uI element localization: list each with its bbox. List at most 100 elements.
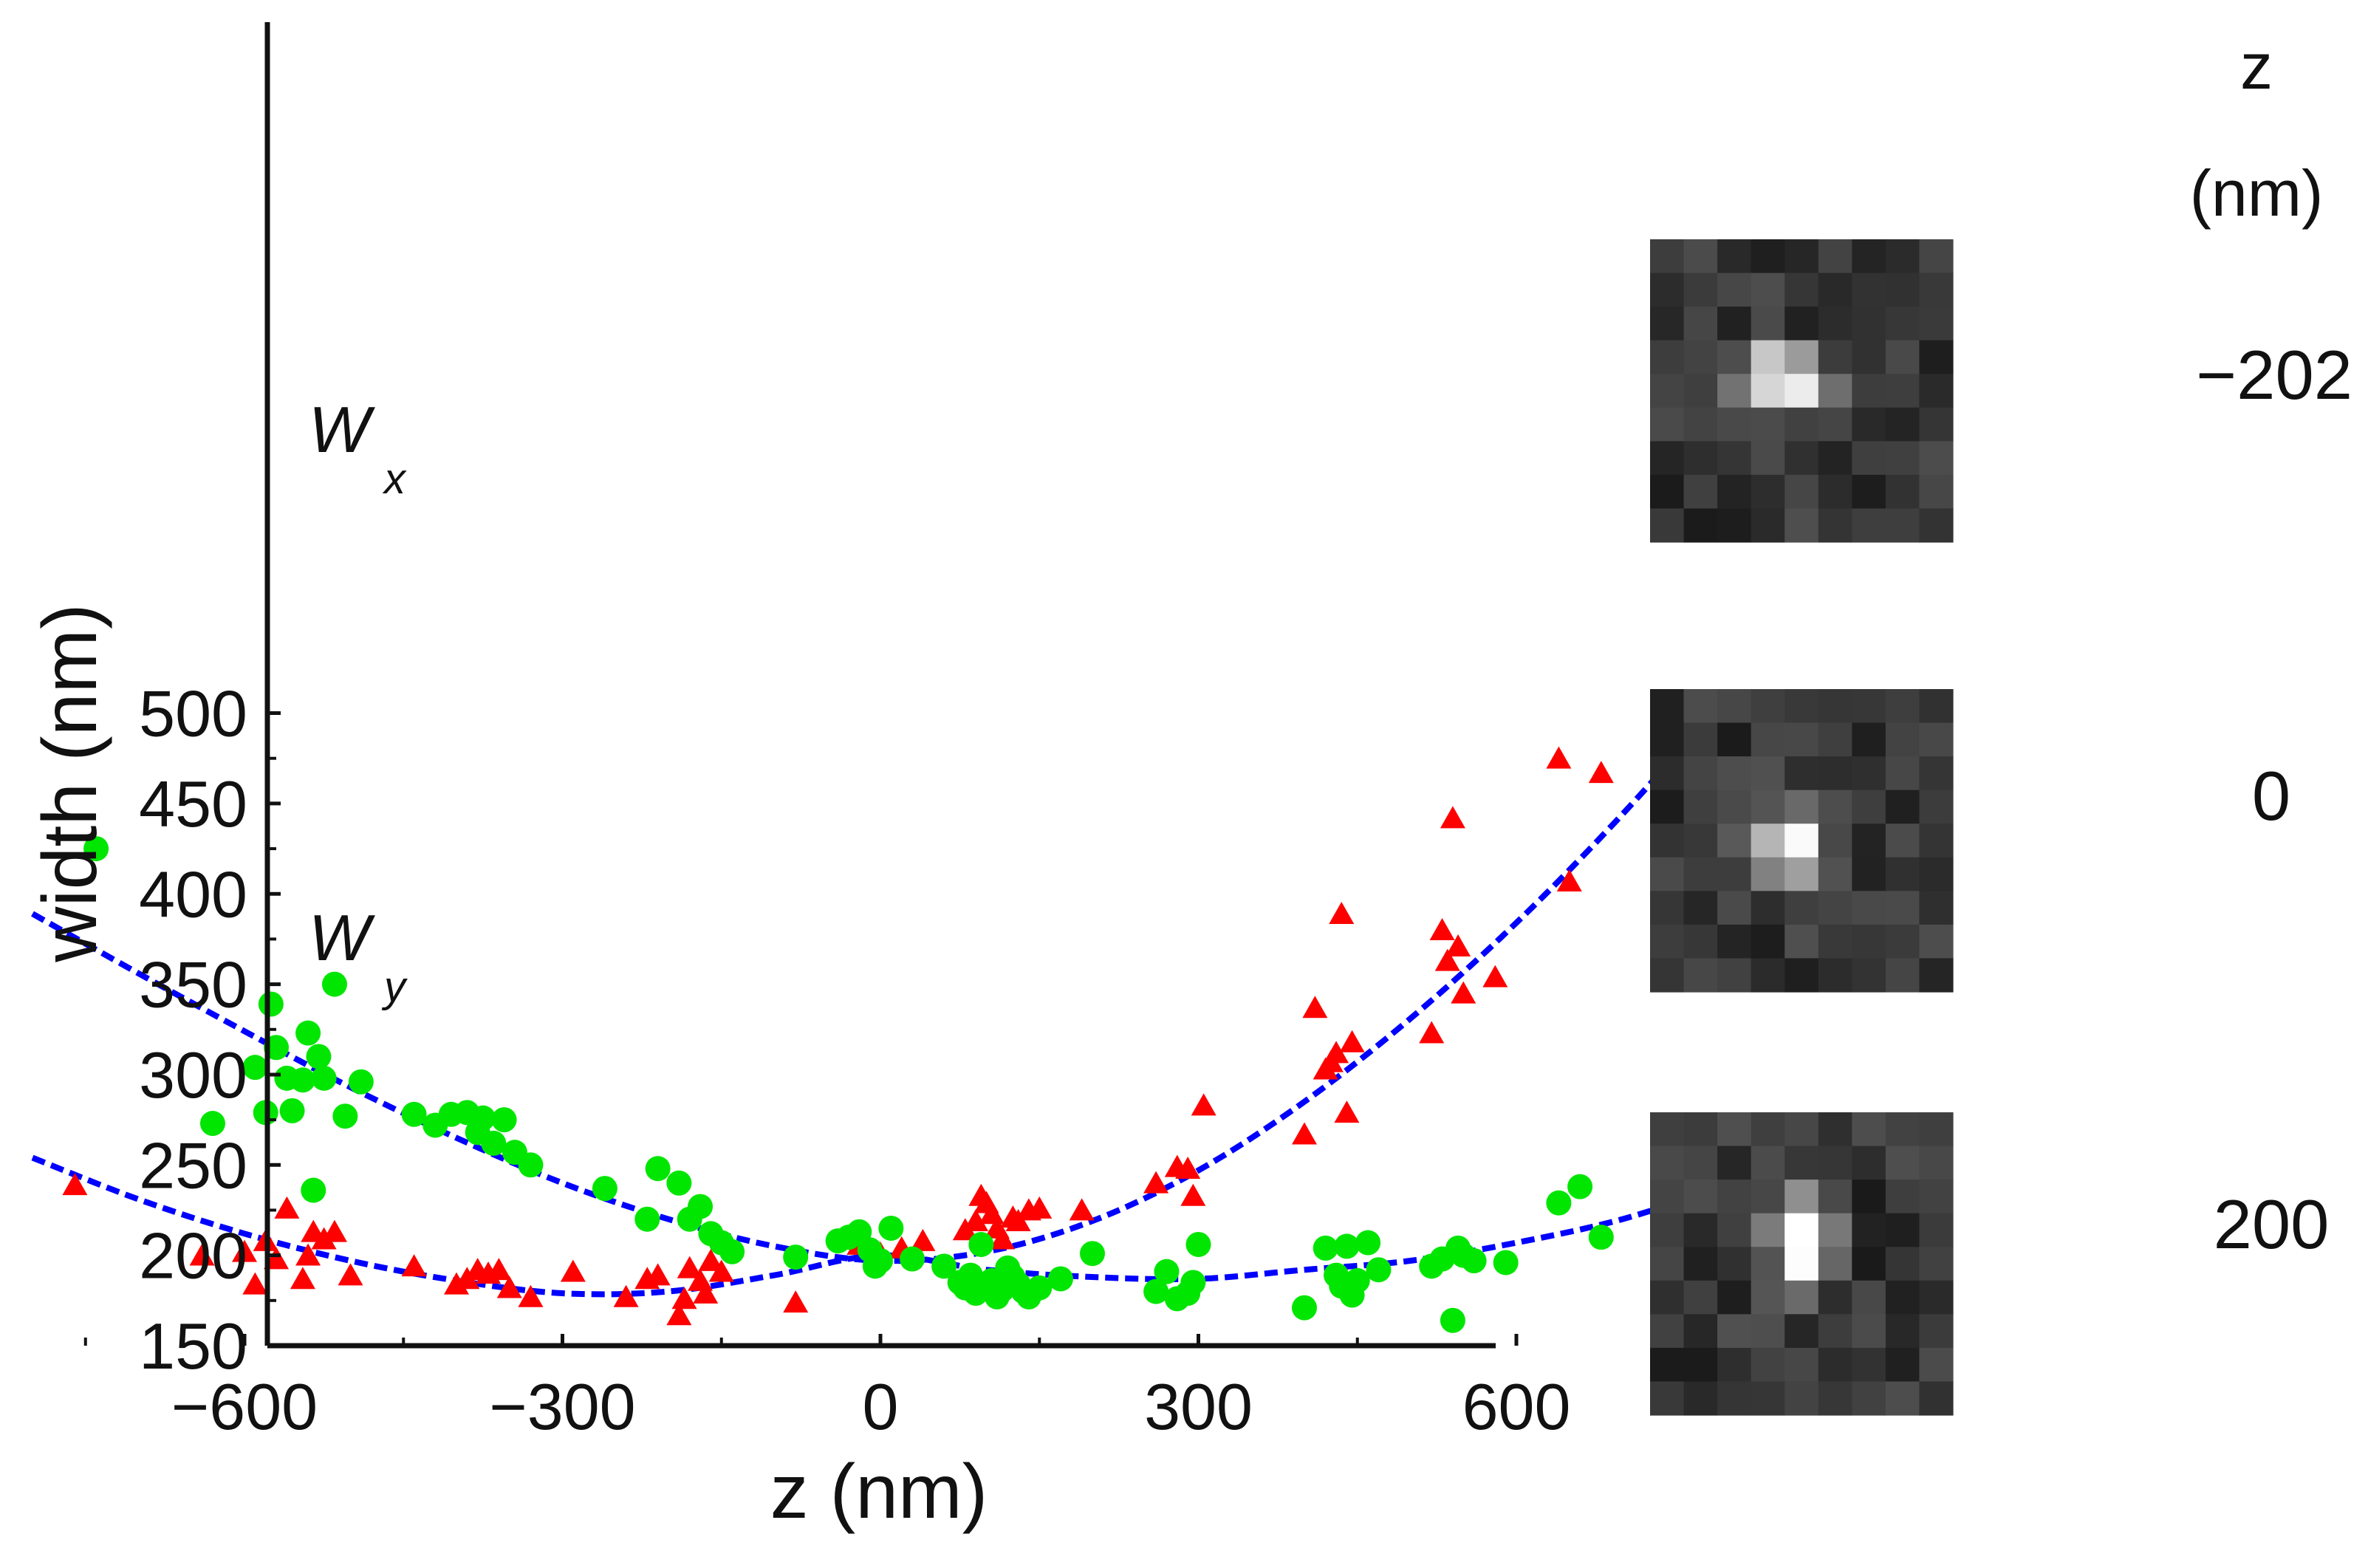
wx-data-point <box>1429 918 1455 941</box>
psf-pixel <box>1717 374 1752 408</box>
psf-pixel <box>1683 958 1718 993</box>
wx-data-point <box>295 1243 321 1266</box>
psf-pixel <box>1818 891 1852 925</box>
wy-data-point <box>1355 1230 1381 1256</box>
psf-pixel <box>1885 474 1920 510</box>
psf-pixel <box>1683 374 1718 408</box>
psf-pixel <box>1683 722 1718 757</box>
wx-data-point <box>242 1272 268 1295</box>
wy-data-point <box>1047 1266 1073 1292</box>
psf-pixel <box>1919 790 1954 824</box>
y-tick-label: 250 <box>139 1129 247 1202</box>
psf-pixel <box>1683 340 1718 374</box>
psf-pixel <box>1852 958 1886 993</box>
wx-fit-curve <box>31 693 1731 1264</box>
y-tick-label: 400 <box>139 857 247 931</box>
psf-pixel <box>1751 474 1785 510</box>
psf-pixel <box>1818 790 1852 824</box>
psf-pixel <box>1818 1112 1852 1147</box>
psf-pixel <box>1683 474 1718 510</box>
psf-pixel <box>1818 374 1852 408</box>
psf-pixel <box>1717 1247 1752 1281</box>
psf-pixel <box>1885 340 1920 374</box>
wx-data-point <box>645 1263 671 1286</box>
psf-pixel <box>1852 891 1886 925</box>
psf-pixel <box>1751 1381 1785 1416</box>
panel-header-unit: (nm) <box>2190 157 2324 230</box>
wy-label-base: W <box>309 901 375 974</box>
wy-data-point <box>645 1156 671 1182</box>
wx-data-point <box>232 1239 257 1262</box>
psf-pixel <box>1784 857 1819 891</box>
wx-data-point <box>62 1173 88 1196</box>
psf-pixel <box>1751 1180 1785 1214</box>
psf-pixel <box>1784 1280 1819 1315</box>
wx-data-point <box>671 1287 697 1309</box>
wx-data-point <box>963 1209 989 1232</box>
wy-data-point <box>279 1098 305 1123</box>
psf-pixel <box>1818 508 1852 543</box>
psf-pixel <box>1885 824 1920 858</box>
wy-data-point <box>242 1055 268 1081</box>
psf-pixel <box>1751 756 1785 791</box>
psf-pixel <box>1650 1247 1685 1281</box>
psf-z-label: −202 <box>2196 336 2352 414</box>
psf-pixel <box>1717 441 1752 476</box>
psf-pixel <box>1717 1112 1752 1147</box>
psf-pixel <box>1650 239 1685 274</box>
psf-pixel <box>1818 474 1852 510</box>
psf-pixel <box>1885 924 1920 959</box>
psf-pixel <box>1885 689 1920 724</box>
psf-pixel <box>1751 374 1785 408</box>
psf-pixel <box>1784 689 1819 724</box>
psf-pixel <box>1919 307 1954 341</box>
wy-data-point <box>666 1170 692 1196</box>
wx-data-point <box>1434 948 1460 971</box>
axes: −600 −300 0 300 600 150 200 250 300 350 400 450 500 <box>83 22 1677 1443</box>
psf-pixel <box>1919 1213 1954 1247</box>
psf-pixel <box>1919 239 1954 274</box>
psf-pixel <box>1818 924 1852 959</box>
psf-pixel <box>1852 756 1886 791</box>
psf-pixel <box>1784 756 1819 791</box>
psf-pixel <box>1751 407 1785 442</box>
psf-pixel <box>1818 340 1852 374</box>
psf-pixel <box>1650 441 1685 476</box>
wy-label-sub: y <box>381 963 408 1011</box>
wy-data-point <box>968 1231 994 1257</box>
wx-data-point <box>496 1276 522 1298</box>
psf-pixel <box>1784 1112 1819 1147</box>
psf-pixel <box>1650 474 1685 510</box>
psf-pixel <box>1683 1213 1718 1247</box>
psf-pixel <box>1919 441 1954 476</box>
wy-data-point <box>634 1206 660 1232</box>
psf-pixel <box>1919 273 1954 307</box>
psf-pixel <box>1650 273 1685 307</box>
wx-data-point <box>1175 1157 1201 1180</box>
psf-pixel <box>1683 1381 1718 1416</box>
psf-pixel <box>1885 508 1920 543</box>
psf-pixel <box>1885 407 1920 442</box>
psf-pixel <box>1852 1247 1886 1281</box>
psf-pixel <box>1650 1112 1685 1147</box>
psf-pixel <box>1751 1213 1785 1247</box>
psf-pixel <box>1919 1347 1954 1383</box>
psf-pixel <box>1717 1213 1752 1247</box>
wy-data-point <box>1461 1247 1487 1273</box>
psf-pixel <box>1818 1381 1852 1416</box>
psf-pixel <box>1717 1146 1752 1180</box>
psf-image-z-minus-202 <box>1650 239 1954 543</box>
psf-pixel <box>1852 1347 1886 1383</box>
psf-pixel <box>1818 756 1852 791</box>
psf-pixel <box>1885 1381 1920 1416</box>
psf-pixel <box>1885 307 1920 341</box>
psf-pixel <box>1885 1314 1920 1349</box>
psf-pixel <box>1818 824 1852 858</box>
wy-data-point <box>321 971 347 997</box>
psf-pixel <box>1852 340 1886 374</box>
psf-pixel <box>1852 474 1886 510</box>
psf-pixel <box>1683 1180 1718 1214</box>
psf-pixel <box>1818 273 1852 307</box>
